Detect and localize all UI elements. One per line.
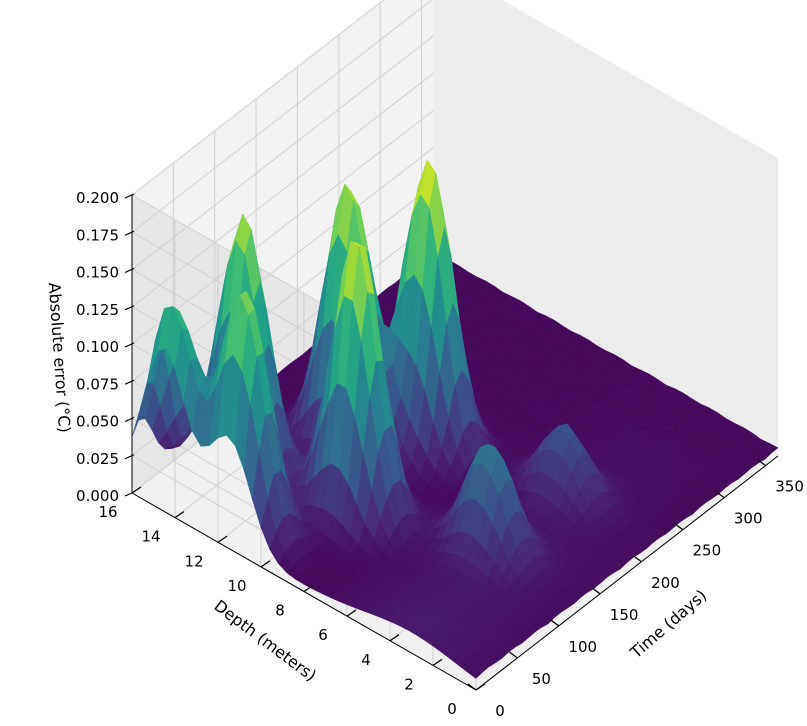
gridline-z-back — [131, 0, 385, 196]
time-tick — [715, 491, 725, 499]
depth-tick — [174, 511, 185, 519]
x-axis-label: Time (days) — [626, 586, 711, 663]
z-tick-label: 0.075 — [76, 375, 119, 393]
z-tick — [124, 230, 135, 236]
time-tick-label: 300 — [734, 510, 763, 528]
z-tick-label: 0.200 — [76, 189, 119, 207]
depth-tick — [389, 634, 400, 642]
z-tick-label: 0.025 — [76, 450, 119, 468]
z-tick — [124, 342, 135, 348]
surface-face — [467, 665, 483, 679]
time-tick-label: 100 — [568, 638, 597, 656]
time-tick — [509, 651, 518, 659]
time-tick-label: 200 — [651, 574, 680, 592]
depth-tick-label: 16 — [98, 503, 117, 521]
gridline-z-back — [131, 72, 435, 308]
time-tick — [633, 555, 642, 563]
z-tick — [124, 193, 135, 199]
depth-tick-label: 14 — [141, 528, 160, 546]
depth-tick — [432, 658, 443, 666]
time-tick — [591, 587, 601, 595]
z-tick-label: 0.050 — [76, 413, 119, 431]
z-tick-label: 0.175 — [76, 226, 119, 244]
time-tick — [757, 459, 766, 467]
z-tick — [124, 267, 135, 274]
time-tick — [467, 683, 477, 691]
z-tick — [124, 379, 135, 385]
time-tick — [550, 619, 560, 627]
depth-tick — [346, 609, 357, 617]
error-surface — [131, 159, 779, 679]
back-pane-time — [434, 0, 778, 456]
z-tick-label: 0.100 — [76, 338, 119, 356]
time-tick-label: 50 — [532, 670, 551, 688]
depth-tick-label: 8 — [275, 602, 285, 620]
gridline-z-back — [131, 35, 435, 270]
depth-tick — [217, 535, 228, 543]
z-tick — [124, 454, 135, 460]
depth-tick-label: 6 — [318, 626, 328, 644]
z-tick — [124, 491, 135, 497]
gridline-z-back — [131, 109, 435, 345]
time-tick-label: 150 — [610, 606, 639, 624]
time-tick-label: 0 — [495, 702, 505, 720]
depth-tick-label: 4 — [361, 651, 371, 669]
depth-tick-label: 10 — [227, 577, 246, 595]
axis-ticks: 0 50 100 150 200 250 300 350 0 2 4 6 8 10 12 14 160.000 0… — [76, 189, 804, 720]
depth-tick-label: 0 — [447, 700, 457, 718]
z-tick-label: 0.000 — [76, 487, 119, 505]
z-axis-label: Absolute error (°C) — [45, 282, 74, 433]
z-tick-label: 0.150 — [76, 264, 119, 282]
depth-tick-label: 12 — [184, 552, 203, 570]
z-tick — [124, 416, 135, 423]
time-tick-label: 250 — [693, 542, 722, 560]
depth-tick — [260, 560, 271, 568]
depth-tick — [303, 585, 314, 592]
time-tick — [674, 523, 684, 531]
time-tick-label: 350 — [775, 478, 804, 496]
gridline-z-back — [131, 0, 433, 233]
depth-tick-label: 2 — [404, 675, 414, 693]
z-tick-label: 0.125 — [76, 301, 119, 319]
y-axis-label: Depth (meters) — [211, 596, 320, 685]
z-tick — [124, 305, 135, 311]
depth-tick — [475, 683, 486, 691]
time-axis-line — [475, 455, 779, 691]
